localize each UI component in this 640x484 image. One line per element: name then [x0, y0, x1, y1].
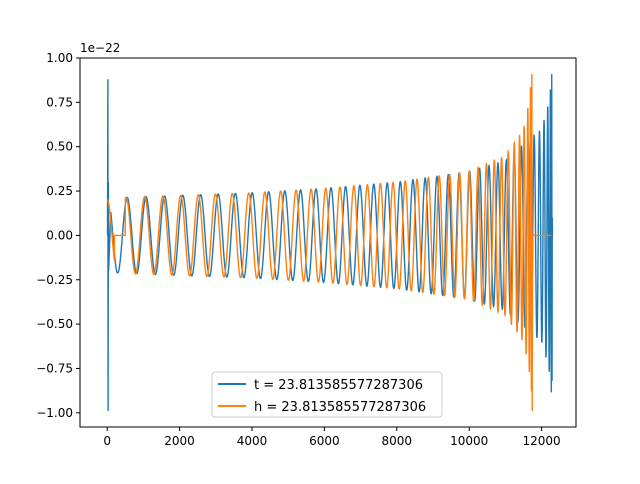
y-axis-scale-label: 1e−22 — [80, 41, 120, 55]
y-tick-label: 0.00 — [46, 228, 73, 242]
legend-label-series-t: t = 23.813585577287306 — [254, 378, 423, 393]
y-axis: 1.00 0.75 0.50 0.25 0.00 −0.25 −0.50 −0.75 −1.00 — [36, 51, 80, 420]
series-line-h — [106, 73, 552, 412]
y-tick-label: −0.25 — [36, 273, 73, 287]
x-tick-label: 6000 — [309, 434, 340, 448]
legend: t = 23.813585577287306 h = 23.8135855772… — [211, 371, 443, 418]
y-tick-label: −0.50 — [36, 317, 73, 331]
y-tick-label: −1.00 — [36, 406, 73, 420]
legend-label-series-h: h = 23.813585577287306 — [254, 400, 426, 415]
plot-area — [106, 73, 554, 412]
x-tick-label: 0 — [103, 434, 111, 448]
y-tick-label: 0.75 — [46, 95, 73, 109]
y-tick-label: 1.00 — [46, 51, 73, 65]
x-tick-label: 10000 — [450, 434, 488, 448]
y-tick-label: 0.25 — [46, 184, 73, 198]
y-tick-label: −0.75 — [36, 361, 73, 375]
x-axis: 0 2000 4000 6000 8000 10000 12000 — [103, 427, 561, 448]
y-tick-label: 0.50 — [46, 140, 73, 154]
x-tick-label: 8000 — [382, 434, 413, 448]
x-tick-label: 4000 — [237, 434, 268, 448]
x-tick-label: 2000 — [164, 434, 195, 448]
axes-frame — [79, 57, 577, 428]
legend-box — [211, 371, 443, 418]
x-tick-label: 12000 — [523, 434, 561, 448]
